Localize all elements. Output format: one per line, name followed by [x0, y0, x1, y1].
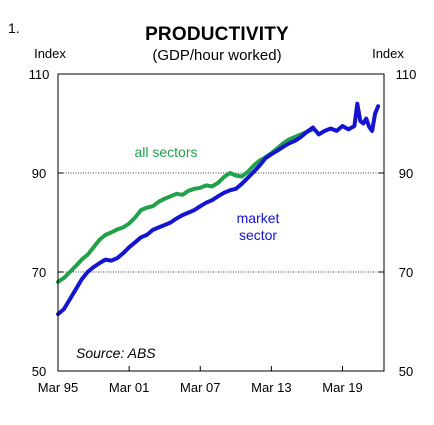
series-line-market-sector	[56, 101, 381, 317]
figure-number: 1.	[8, 20, 20, 36]
x-tick-label-Mar-01: Mar 01	[109, 380, 149, 395]
y-tick-label-right-50: 50	[399, 364, 413, 379]
y-tick-label-left-70: 70	[32, 265, 46, 280]
source-note: Source: ABS	[76, 345, 156, 361]
y-tick-label-left-90: 90	[32, 166, 46, 181]
x-tick-label-Mar-07: Mar 07	[180, 380, 220, 395]
gridlines	[58, 172, 384, 273]
y-tick-label-left-50: 50	[32, 364, 46, 379]
x-tick-label-Mar-19: Mar 19	[322, 380, 362, 395]
plot-frame	[57, 73, 385, 372]
series-lines	[56, 101, 381, 317]
x-tick-label-Mar-95: Mar 95	[38, 380, 78, 395]
chart-title: PRODUCTIVITY	[145, 24, 289, 45]
y-tick-label-right-90: 90	[399, 166, 413, 181]
left-axis-unit: Index	[34, 46, 66, 61]
right-axis-unit: Index	[372, 46, 404, 61]
y-tick-label-right-110: 110	[396, 67, 417, 82]
annotation-sector: sector	[239, 227, 277, 243]
annotation-all-sectors: all sectors	[134, 144, 197, 160]
axis-ticks: 50 50 70 70 90 90 110 110 Mar 95 Mar 01 Mar 07 Mar …	[29, 67, 417, 395]
y-tick-label-left-110: 110	[29, 67, 50, 82]
x-tick-label-Mar-13: Mar 13	[251, 380, 291, 395]
y-tick-label-right-70: 70	[399, 265, 413, 280]
chart-subtitle: (GDP/hour worked)	[152, 47, 282, 64]
annotation-market: market	[237, 210, 280, 226]
